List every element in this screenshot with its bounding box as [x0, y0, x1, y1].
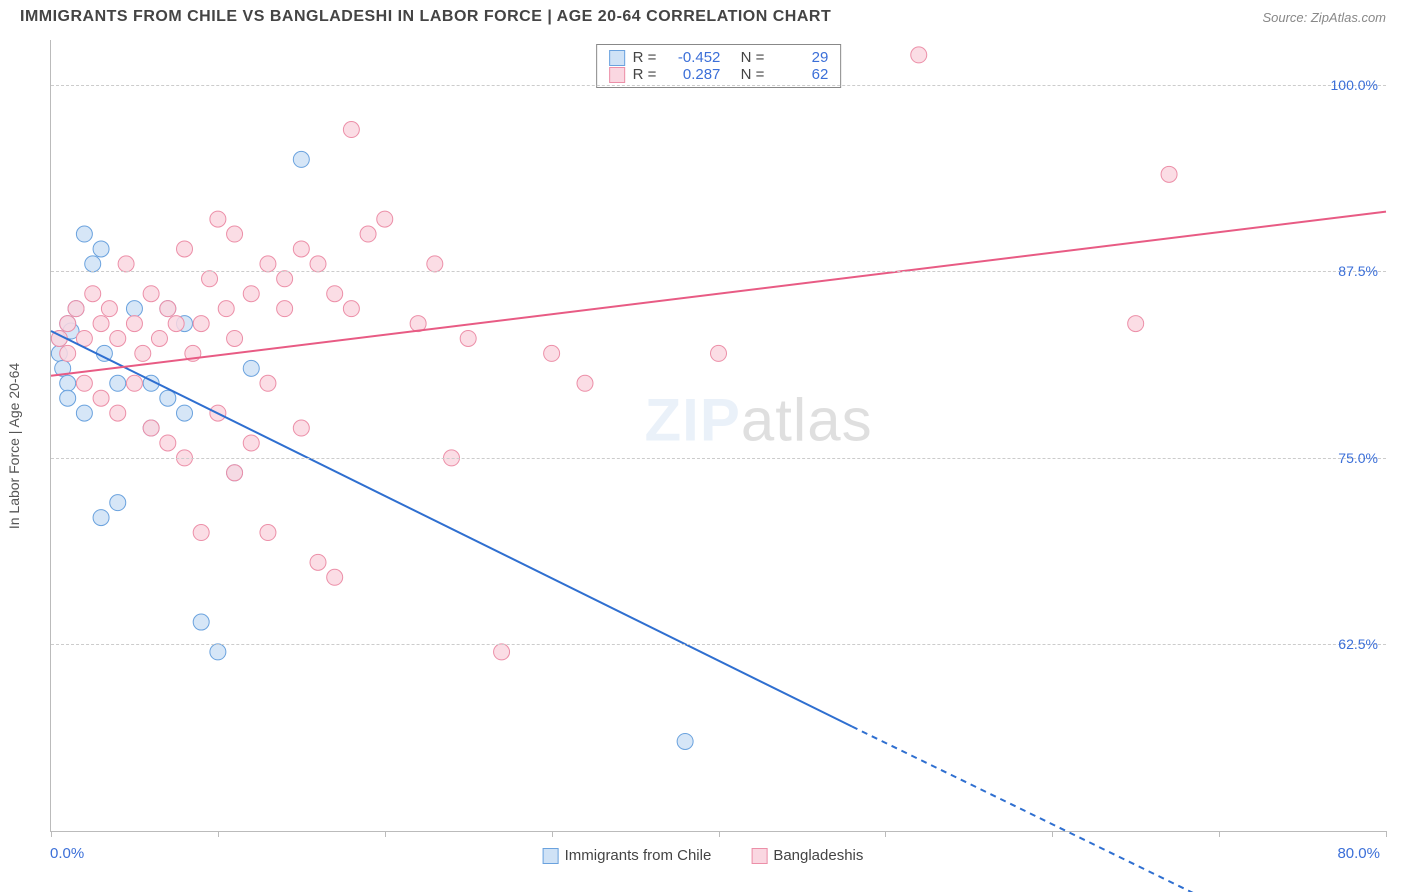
legend-item-bangladeshi: Bangladeshis: [751, 847, 863, 864]
x-axis-min-label: 0.0%: [50, 845, 84, 862]
n-label: N =: [741, 66, 765, 83]
x-axis-max-label: 80.0%: [1337, 845, 1380, 862]
corr-row-bangladeshi: R = 0.287 N = 62: [609, 66, 829, 83]
n-value-chile: 29: [772, 49, 828, 66]
chart-title: IMMIGRANTS FROM CHILE VS BANGLADESHI IN …: [20, 8, 831, 26]
legend-swatch-bangladeshi: [751, 848, 767, 864]
legend-item-chile: Immigrants from Chile: [543, 847, 712, 864]
n-value-bangladeshi: 62: [772, 66, 828, 83]
y-tick-label: 62.5%: [1338, 636, 1378, 652]
y-tick-label: 87.5%: [1338, 263, 1378, 279]
r-label: R =: [633, 49, 657, 66]
r-value-chile: -0.452: [664, 49, 720, 66]
n-label: N =: [741, 49, 765, 66]
y-tick-label: 100.0%: [1331, 77, 1378, 93]
swatch-bangladeshi: [609, 67, 625, 83]
legend-label-chile: Immigrants from Chile: [565, 847, 712, 864]
corr-row-chile: R = -0.452 N = 29: [609, 49, 829, 66]
scatter-plot: [51, 40, 1386, 831]
r-label: R =: [633, 66, 657, 83]
y-axis-label: In Labor Force | Age 20-64: [6, 363, 22, 529]
legend-label-bangladeshi: Bangladeshis: [773, 847, 863, 864]
legend: Immigrants from Chile Bangladeshis: [543, 847, 864, 864]
correlation-legend: R = -0.452 N = 29 R = 0.287 N = 62: [596, 44, 842, 88]
r-value-bangladeshi: 0.287: [664, 66, 720, 83]
y-tick-label: 75.0%: [1338, 450, 1378, 466]
legend-swatch-chile: [543, 848, 559, 864]
source-label: Source: ZipAtlas.com: [1262, 10, 1386, 25]
chart-area: R = -0.452 N = 29 R = 0.287 N = 62 ZIPat…: [50, 40, 1386, 832]
swatch-chile: [609, 50, 625, 66]
